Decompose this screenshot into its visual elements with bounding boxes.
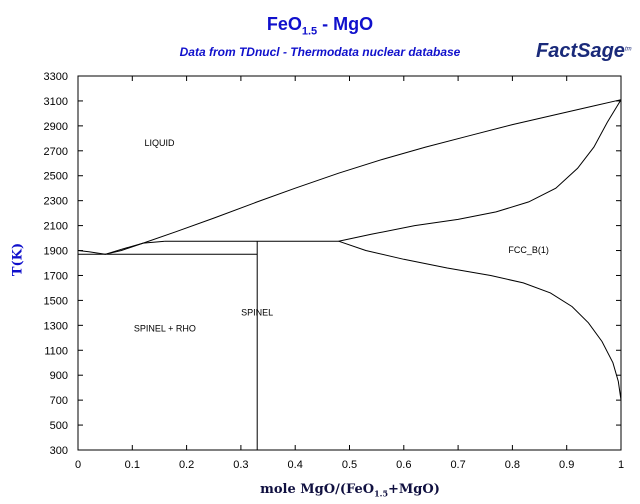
y-tick-label: 1900 [44,246,68,258]
x-tick-label: 0.7 [450,459,465,471]
x-tick-label: 1 [618,459,624,471]
y-tick-label: 2500 [44,171,68,183]
x-tick-label: 0.9 [559,459,574,471]
y-tick-label: 3300 [44,71,68,83]
phase-boundary-line [338,99,622,242]
y-tick-label: 3100 [44,96,68,108]
y-tick-label: 1300 [44,320,68,332]
x-tick-label: 0.1 [125,459,140,471]
y-tick-label: 1100 [44,345,68,357]
x-tick-label: 0.5 [342,459,357,471]
region-label: FCC_B(1) [508,245,549,255]
x-tick-label: 0.2 [179,459,194,471]
y-tick-label: 1500 [44,295,68,307]
x-axis-label: mole MgO/(FeO1.5+MgO) [260,482,440,499]
y-tick-label: 700 [50,395,68,407]
x-tick-label: 0.3 [233,459,248,471]
chart-subtitle: Data from TDnucl - Thermodata nuclear da… [179,45,461,59]
region-label: SPINEL [241,307,273,317]
y-tick-label: 1700 [44,270,68,282]
phase-boundary-line [338,240,622,401]
x-tick-label: 0 [75,459,81,471]
x-tick-label: 0.4 [288,459,303,471]
y-tick-label: 2300 [44,196,68,208]
y-tick-label: 2100 [44,221,68,233]
region-label: SPINEL + RHO [134,324,196,334]
y-tick-label: 500 [50,420,68,432]
region-label: LIQUID [144,138,175,148]
y-tick-label: 300 [50,445,68,457]
y-tick-label: 900 [50,370,68,382]
chart-title: FeO1.5 - MgO [266,14,374,38]
y-tick-label: 2700 [44,146,68,158]
y-tick-label: 2900 [44,121,68,133]
y-axis-label: T(K) [10,242,26,277]
factsage-logo: FactSagetm [536,40,632,62]
phase-boundary-line [105,240,165,255]
x-tick-label: 0.8 [505,459,520,471]
x-tick-label: 0.6 [396,459,411,471]
plot-frame [77,75,622,451]
phase-boundary-line [77,99,622,255]
